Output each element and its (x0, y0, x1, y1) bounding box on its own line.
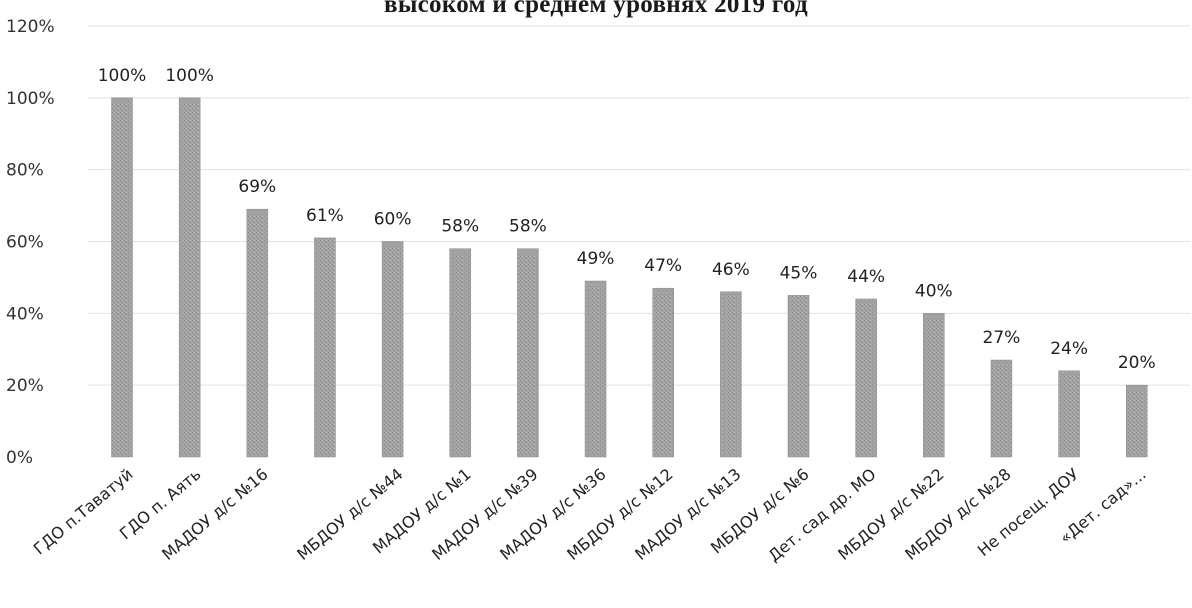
bar (923, 313, 944, 457)
y-tick-label: 20% (6, 376, 44, 396)
category-label: ГДО п.Таватуй (30, 465, 137, 559)
bar (517, 249, 538, 457)
bar (179, 98, 200, 457)
y-tick-label: 100% (6, 89, 55, 109)
bar (1126, 385, 1147, 457)
bar (314, 238, 335, 457)
data-label: 47% (644, 256, 682, 276)
bar (450, 249, 471, 457)
bars (112, 98, 1148, 457)
y-tick-label: 0% (6, 448, 33, 468)
data-label: 24% (1050, 339, 1088, 359)
y-tick-label: 120% (6, 17, 55, 37)
bar (382, 242, 403, 458)
bar (720, 292, 741, 457)
data-label: 20% (1118, 353, 1156, 373)
data-label: 27% (983, 328, 1021, 348)
data-label: 49% (577, 249, 615, 269)
bar (112, 98, 133, 457)
data-label: 61% (306, 206, 344, 226)
bar (247, 209, 268, 457)
y-tick-label: 60% (6, 233, 44, 253)
data-label: 44% (847, 267, 885, 287)
data-label: 60% (374, 210, 412, 230)
y-axis-ticks: 0% 20% 40% 60% 80% 100% 120% (6, 17, 55, 468)
bar (788, 295, 809, 457)
data-label: 46% (712, 260, 750, 280)
bar (856, 299, 877, 457)
data-label: 58% (509, 217, 547, 237)
bar (585, 281, 606, 457)
bar (653, 288, 674, 457)
y-tick-label: 80% (6, 161, 44, 181)
data-label: 58% (441, 217, 479, 237)
bar (1059, 371, 1080, 457)
y-tick-label: 40% (6, 304, 44, 324)
data-label: 100% (98, 66, 147, 86)
data-label: 45% (780, 263, 818, 283)
data-label: 100% (165, 66, 214, 86)
data-label: 40% (915, 281, 953, 301)
data-label: 69% (238, 177, 276, 197)
bar (991, 360, 1012, 457)
